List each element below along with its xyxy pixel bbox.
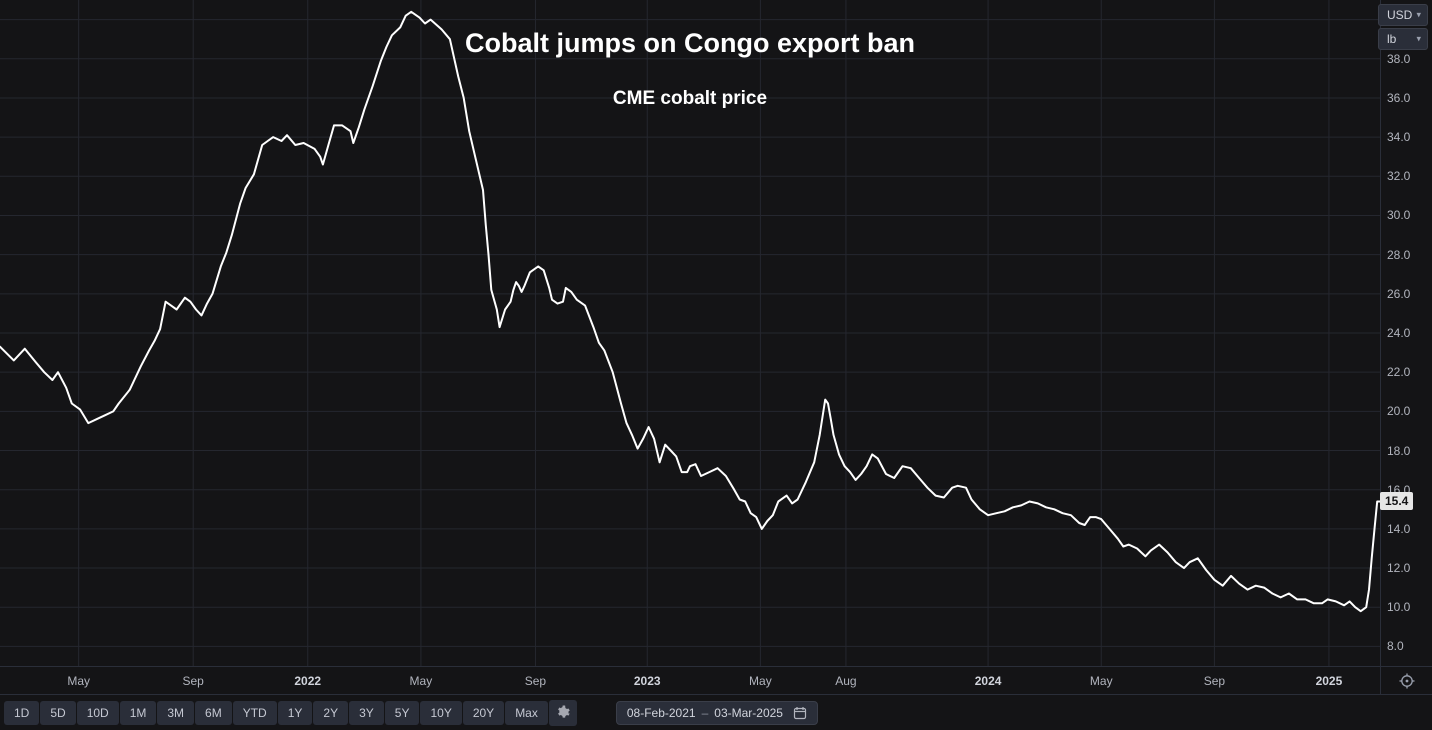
y-tick-label: 12.0 [1387,561,1410,575]
chart-settings-button[interactable] [549,700,577,726]
y-tick-label: 22.0 [1387,365,1410,379]
range-button-10y[interactable]: 10Y [420,701,461,725]
last-value-badge: 15.4 [1380,492,1413,510]
y-tick-label: 36.0 [1387,91,1410,105]
range-button-10d[interactable]: 10D [77,701,119,725]
unit-selector[interactable]: lb [1378,28,1428,50]
x-tick-label: May [410,674,433,688]
y-tick-label: 14.0 [1387,522,1410,536]
x-tick-label: May [1090,674,1113,688]
chart-subtitle: CME cobalt price [0,88,1380,110]
y-tick-label: 24.0 [1387,326,1410,340]
currency-selector[interactable]: USD [1378,4,1428,26]
range-button-5d[interactable]: 5D [40,701,75,725]
range-button-1y[interactable]: 1Y [278,701,313,725]
range-button-max[interactable]: Max [505,701,548,725]
y-tick-label: 32.0 [1387,169,1410,183]
x-tick-label: 2023 [634,674,661,688]
x-tick-label: 2025 [1316,674,1343,688]
date-range-picker[interactable]: 08-Feb-2021–03-Mar-2025 [616,701,818,725]
y-tick-label: 10.0 [1387,600,1410,614]
y-tick-label: 8.0 [1387,639,1404,653]
range-button-6m[interactable]: 6M [195,701,232,725]
x-tick-label: May [749,674,772,688]
range-button-3m[interactable]: 3M [157,701,194,725]
x-tick-label: Sep [183,674,204,688]
x-tick-label: 2024 [975,674,1002,688]
x-tick-label: Sep [525,674,546,688]
y-tick-label: 34.0 [1387,130,1410,144]
x-tick-label: May [67,674,90,688]
calendar-icon [793,706,807,720]
unit-value: lb [1387,32,1396,46]
y-axis[interactable]: 8.010.012.014.016.018.020.022.024.026.02… [1380,0,1432,666]
y-tick-label: 26.0 [1387,287,1410,301]
currency-value: USD [1387,8,1412,22]
bottom-toolbar: 1D5D10D1M3M6MYTD1Y2Y3Y5Y10Y20YMax 08-Feb-… [0,694,1432,730]
range-button-3y[interactable]: 3Y [349,701,384,725]
last-value-text: 15.4 [1385,494,1408,508]
y-tick-label: 18.0 [1387,444,1410,458]
range-button-5y[interactable]: 5Y [385,701,420,725]
y-tick-label: 20.0 [1387,404,1410,418]
y-tick-label: 28.0 [1387,248,1410,262]
x-tick-label: 2022 [294,674,321,688]
date-separator: – [702,706,709,720]
date-from: 08-Feb-2021 [627,706,696,720]
gear-icon [555,705,570,720]
x-tick-label: Sep [1204,674,1225,688]
range-button-20y[interactable]: 20Y [463,701,504,725]
chart-title: Cobalt jumps on Congo export ban [0,28,1380,59]
x-axis[interactable]: May Sep 2022 May Sep 2023 May Aug 2024 May Sep 2025 [0,666,1380,694]
range-button-1m[interactable]: 1M [120,701,157,725]
axis-settings-button[interactable] [1380,666,1432,694]
x-tick-label: Aug [835,674,856,688]
y-tick-label: 30.0 [1387,208,1410,222]
target-icon [1399,673,1415,689]
y-tick-label: 38.0 [1387,52,1410,66]
range-button-ytd[interactable]: YTD [233,701,277,725]
range-button-1d[interactable]: 1D [4,701,39,725]
date-to: 03-Mar-2025 [714,706,783,720]
range-button-2y[interactable]: 2Y [313,701,348,725]
